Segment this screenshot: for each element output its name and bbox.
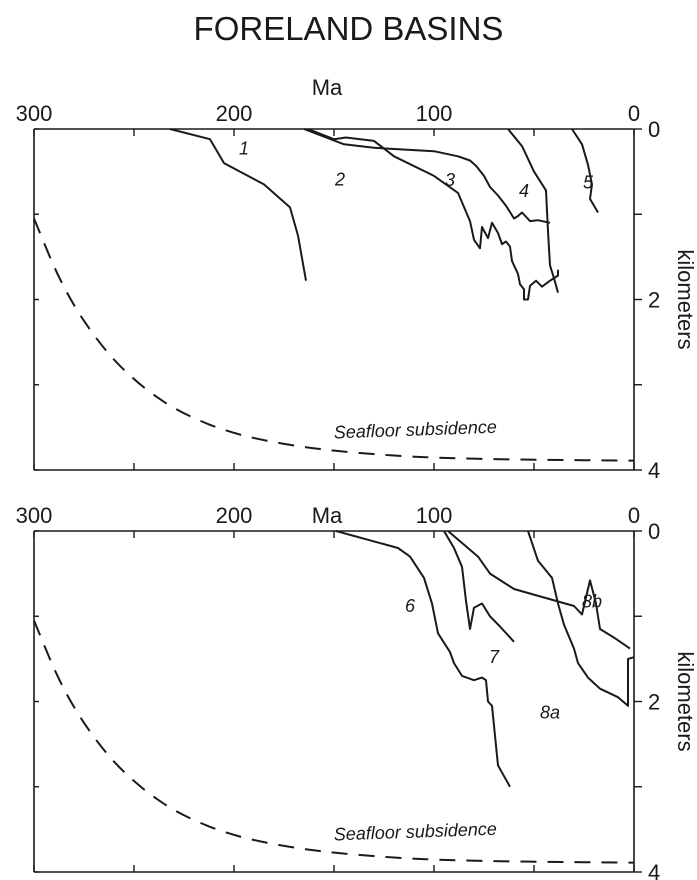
seafloor-subsidence-label: Seafloor subsidence	[333, 417, 497, 443]
panel-1: 300 200 100 0 Ma 0 2 4 kilometers Seafloor subsid…	[16, 75, 697, 483]
y-tick-label: 4	[648, 860, 660, 880]
x-tick-label: 300	[16, 503, 53, 528]
seafloor-subsidence-label: Seafloor subsidence	[333, 819, 497, 845]
series-line-5	[571, 128, 599, 214]
series-line-6	[335, 530, 511, 788]
y-axis-label: kilometers	[673, 249, 697, 349]
series-label-1: 1	[239, 139, 249, 159]
series-label-6: 6	[405, 596, 416, 616]
series-label-7: 7	[489, 647, 500, 667]
y-axis-label: kilometers	[673, 651, 697, 751]
series-line-4	[507, 128, 559, 293]
series-label-4: 4	[519, 181, 529, 201]
y-tick-label: 0	[648, 117, 660, 142]
series-label-5: 5	[583, 173, 594, 193]
seafloor-subsidence-curve	[33, 218, 635, 462]
series-line-2	[307, 128, 559, 301]
series-label-8b: 8b	[582, 592, 602, 612]
x-tick-label: 200	[216, 503, 253, 528]
x-tick-label: 100	[416, 101, 453, 126]
x-tick-label: 0	[628, 503, 640, 528]
x-tick-label: 100	[416, 503, 453, 528]
x-axis-label: Ma	[312, 503, 343, 528]
series-line-1	[169, 128, 307, 281]
panel-2: 300 200 100 0 Ma 0 2 4 kilometers Seafloor subsid…	[16, 503, 697, 880]
series-line-7	[443, 530, 515, 643]
y-tick-label: 4	[648, 458, 660, 483]
series-line-8b	[447, 530, 631, 650]
x-tick-label: 300	[16, 101, 53, 126]
series-label-2: 2	[334, 169, 345, 189]
x-axis-label: Ma	[312, 75, 343, 100]
x-tick-label: 200	[216, 101, 253, 126]
series-line-8a	[527, 530, 635, 707]
series-label-3: 3	[445, 170, 455, 190]
series-line-3	[303, 128, 551, 224]
series-label-8a: 8a	[540, 703, 560, 723]
seafloor-subsidence-curve	[33, 620, 635, 864]
y-tick-label: 2	[648, 288, 660, 313]
y-tick-label: 2	[648, 690, 660, 715]
figure-title: FORELAND BASINS	[193, 10, 504, 47]
y-tick-label: 0	[648, 519, 660, 544]
x-tick-label: 0	[628, 101, 640, 126]
